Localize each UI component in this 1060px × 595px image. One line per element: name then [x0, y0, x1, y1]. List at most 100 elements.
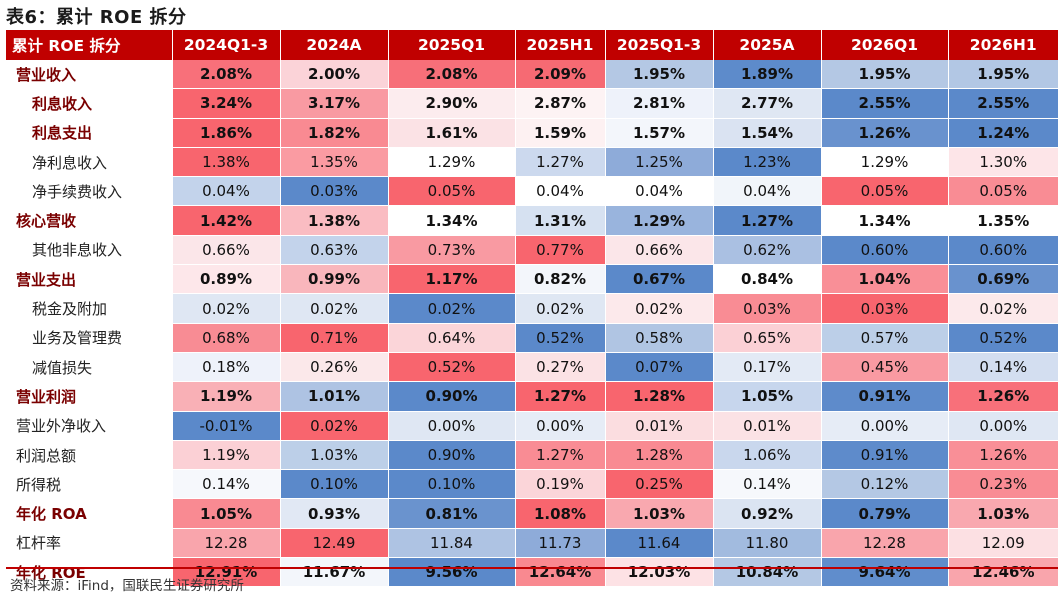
- value-cell: 0.93%: [279, 498, 388, 529]
- value-cell: 1.06%: [712, 440, 821, 471]
- row-label: 营业利润: [6, 381, 172, 412]
- value-cell: 1.03%: [947, 498, 1058, 529]
- value-cell: 0.02%: [604, 293, 713, 324]
- row-label: 利息支出: [6, 118, 172, 148]
- row-label: 利息收入: [6, 88, 172, 119]
- value-cell: 1.86%: [171, 118, 280, 148]
- value-cell: 2.77%: [712, 88, 821, 119]
- value-cell: 0.92%: [712, 498, 821, 529]
- value-cell: 11.64: [604, 528, 713, 559]
- value-cell: 1.23%: [712, 147, 821, 178]
- value-cell: 0.00%: [514, 411, 605, 441]
- value-cell: 1.26%: [947, 381, 1058, 412]
- table-row: 营业外净收入 -0.01% 0.02% 0.00% 0.00% 0.01% 0.01% 0.0…: [6, 411, 1058, 441]
- row-label: 核心营收: [6, 205, 172, 236]
- value-cell: 1.05%: [171, 498, 280, 529]
- row-label: 年化 ROA: [6, 498, 172, 529]
- value-cell: 0.05%: [947, 176, 1058, 207]
- value-cell: 1.17%: [387, 264, 515, 295]
- value-cell: 0.10%: [279, 469, 388, 500]
- value-cell: 0.26%: [279, 352, 388, 383]
- row-label: 营业支出: [6, 264, 172, 294]
- value-cell: 11.80: [712, 528, 821, 559]
- value-cell: 0.10%: [387, 469, 515, 500]
- value-cell: 0.66%: [604, 235, 713, 266]
- value-cell: 1.19%: [171, 381, 280, 412]
- table-row: 净利息收入 1.38% 1.35% 1.29% 1.27% 1.25% 1.23% 1.29%…: [6, 147, 1058, 178]
- value-cell: 0.04%: [171, 176, 280, 207]
- row-label: 年化 ROE: [6, 557, 172, 587]
- value-cell: 1.25%: [604, 147, 713, 178]
- value-cell: 12.91%: [171, 557, 280, 588]
- value-cell: 0.01%: [712, 411, 821, 441]
- value-cell: 1.54%: [712, 118, 821, 148]
- row-label: 营业外净收入: [6, 411, 172, 441]
- value-cell: 0.04%: [712, 176, 821, 207]
- value-cell: 0.05%: [820, 176, 948, 207]
- value-cell: 2.08%: [387, 60, 515, 90]
- value-cell: 0.07%: [604, 352, 713, 383]
- value-cell: -0.01%: [171, 411, 280, 441]
- table-title: 表6：累计 ROE 拆分: [6, 7, 187, 28]
- value-cell: 0.19%: [514, 469, 605, 500]
- value-cell: 0.02%: [279, 411, 388, 441]
- value-cell: 3.17%: [279, 88, 388, 119]
- value-cell: 0.45%: [820, 352, 948, 383]
- value-cell: 0.77%: [514, 235, 605, 266]
- value-cell: 11.73: [514, 528, 605, 559]
- value-cell: 1.29%: [604, 205, 713, 236]
- value-cell: 0.90%: [387, 440, 515, 471]
- value-cell: 1.03%: [279, 440, 388, 471]
- value-cell: 1.08%: [514, 498, 605, 529]
- table-row: 营业收入 2.08% 2.00% 2.08% 2.09% 1.95% 1.89% 1.95% 1…: [6, 60, 1058, 90]
- roe-decomposition-table: 累计 ROE 拆分 2024Q1-3 2024A 2025Q1 2025H1 2…: [6, 30, 1058, 588]
- value-cell: 2.55%: [820, 88, 948, 119]
- value-cell: 0.81%: [387, 498, 515, 529]
- value-cell: 0.60%: [820, 235, 948, 266]
- value-cell: 1.24%: [947, 118, 1058, 148]
- value-cell: 0.23%: [947, 469, 1058, 500]
- value-cell: 1.59%: [514, 118, 605, 148]
- table-row: 税金及附加 0.02% 0.02% 0.02% 0.02% 0.02% 0.03% 0.03%…: [6, 293, 1058, 324]
- table-row: 净手续费收入 0.04% 0.03% 0.05% 0.04% 0.04% 0.04% 0.05…: [6, 176, 1058, 207]
- row-label: 营业收入: [6, 60, 172, 89]
- row-label: 净利息收入: [6, 147, 172, 177]
- header-cell-period: 2024Q1-3: [171, 30, 280, 60]
- value-cell: 10.84%: [712, 557, 821, 588]
- value-cell: 2.09%: [514, 60, 605, 90]
- value-cell: 0.03%: [279, 176, 388, 207]
- value-cell: 0.14%: [947, 352, 1058, 383]
- table-row: 营业利润 1.19% 1.01% 0.90% 1.27% 1.28% 1.05% 0.91% 1…: [6, 381, 1058, 412]
- header-cell-label: 累计 ROE 拆分: [6, 30, 172, 60]
- value-cell: 12.64%: [514, 557, 605, 588]
- value-cell: 0.18%: [171, 352, 280, 383]
- value-cell: 9.64%: [820, 557, 948, 588]
- value-cell: 0.73%: [387, 235, 515, 266]
- value-cell: 9.56%: [387, 557, 515, 588]
- row-label: 减值损失: [6, 352, 172, 382]
- source-note: 资料来源：iFind，国联民生证券研究所: [10, 578, 244, 594]
- table-row: 营业支出 0.89% 0.99% 1.17% 0.82% 0.67% 0.84% 1.04% 0…: [6, 264, 1058, 295]
- value-cell: 1.27%: [514, 381, 605, 412]
- value-cell: 0.79%: [820, 498, 948, 529]
- value-cell: 0.00%: [387, 411, 515, 441]
- header-cell-period: 2025Q1: [387, 30, 515, 60]
- value-cell: 0.52%: [514, 323, 605, 353]
- value-cell: 11.67%: [279, 557, 388, 588]
- table-row: 减值损失 0.18% 0.26% 0.52% 0.27% 0.07% 0.17% 0.45% 0…: [6, 352, 1058, 383]
- table-row: 其他非息收入 0.66% 0.63% 0.73% 0.77% 0.66% 0.62% 0.60…: [6, 235, 1058, 266]
- value-cell: 2.90%: [387, 88, 515, 119]
- value-cell: 0.60%: [947, 235, 1058, 266]
- value-cell: 0.12%: [820, 469, 948, 500]
- value-cell: 1.28%: [604, 440, 713, 471]
- row-label: 利润总额: [6, 440, 172, 470]
- value-cell: 0.17%: [712, 352, 821, 383]
- value-cell: 1.05%: [712, 381, 821, 412]
- value-cell: 12.49: [279, 528, 388, 559]
- value-cell: 0.14%: [712, 469, 821, 500]
- header-row: 累计 ROE 拆分 2024Q1-3 2024A 2025Q1 2025H1 2…: [6, 30, 1058, 60]
- value-cell: 0.91%: [820, 440, 948, 471]
- row-label: 杠杆率: [6, 528, 172, 558]
- value-cell: 1.01%: [279, 381, 388, 412]
- value-cell: 0.00%: [947, 411, 1058, 441]
